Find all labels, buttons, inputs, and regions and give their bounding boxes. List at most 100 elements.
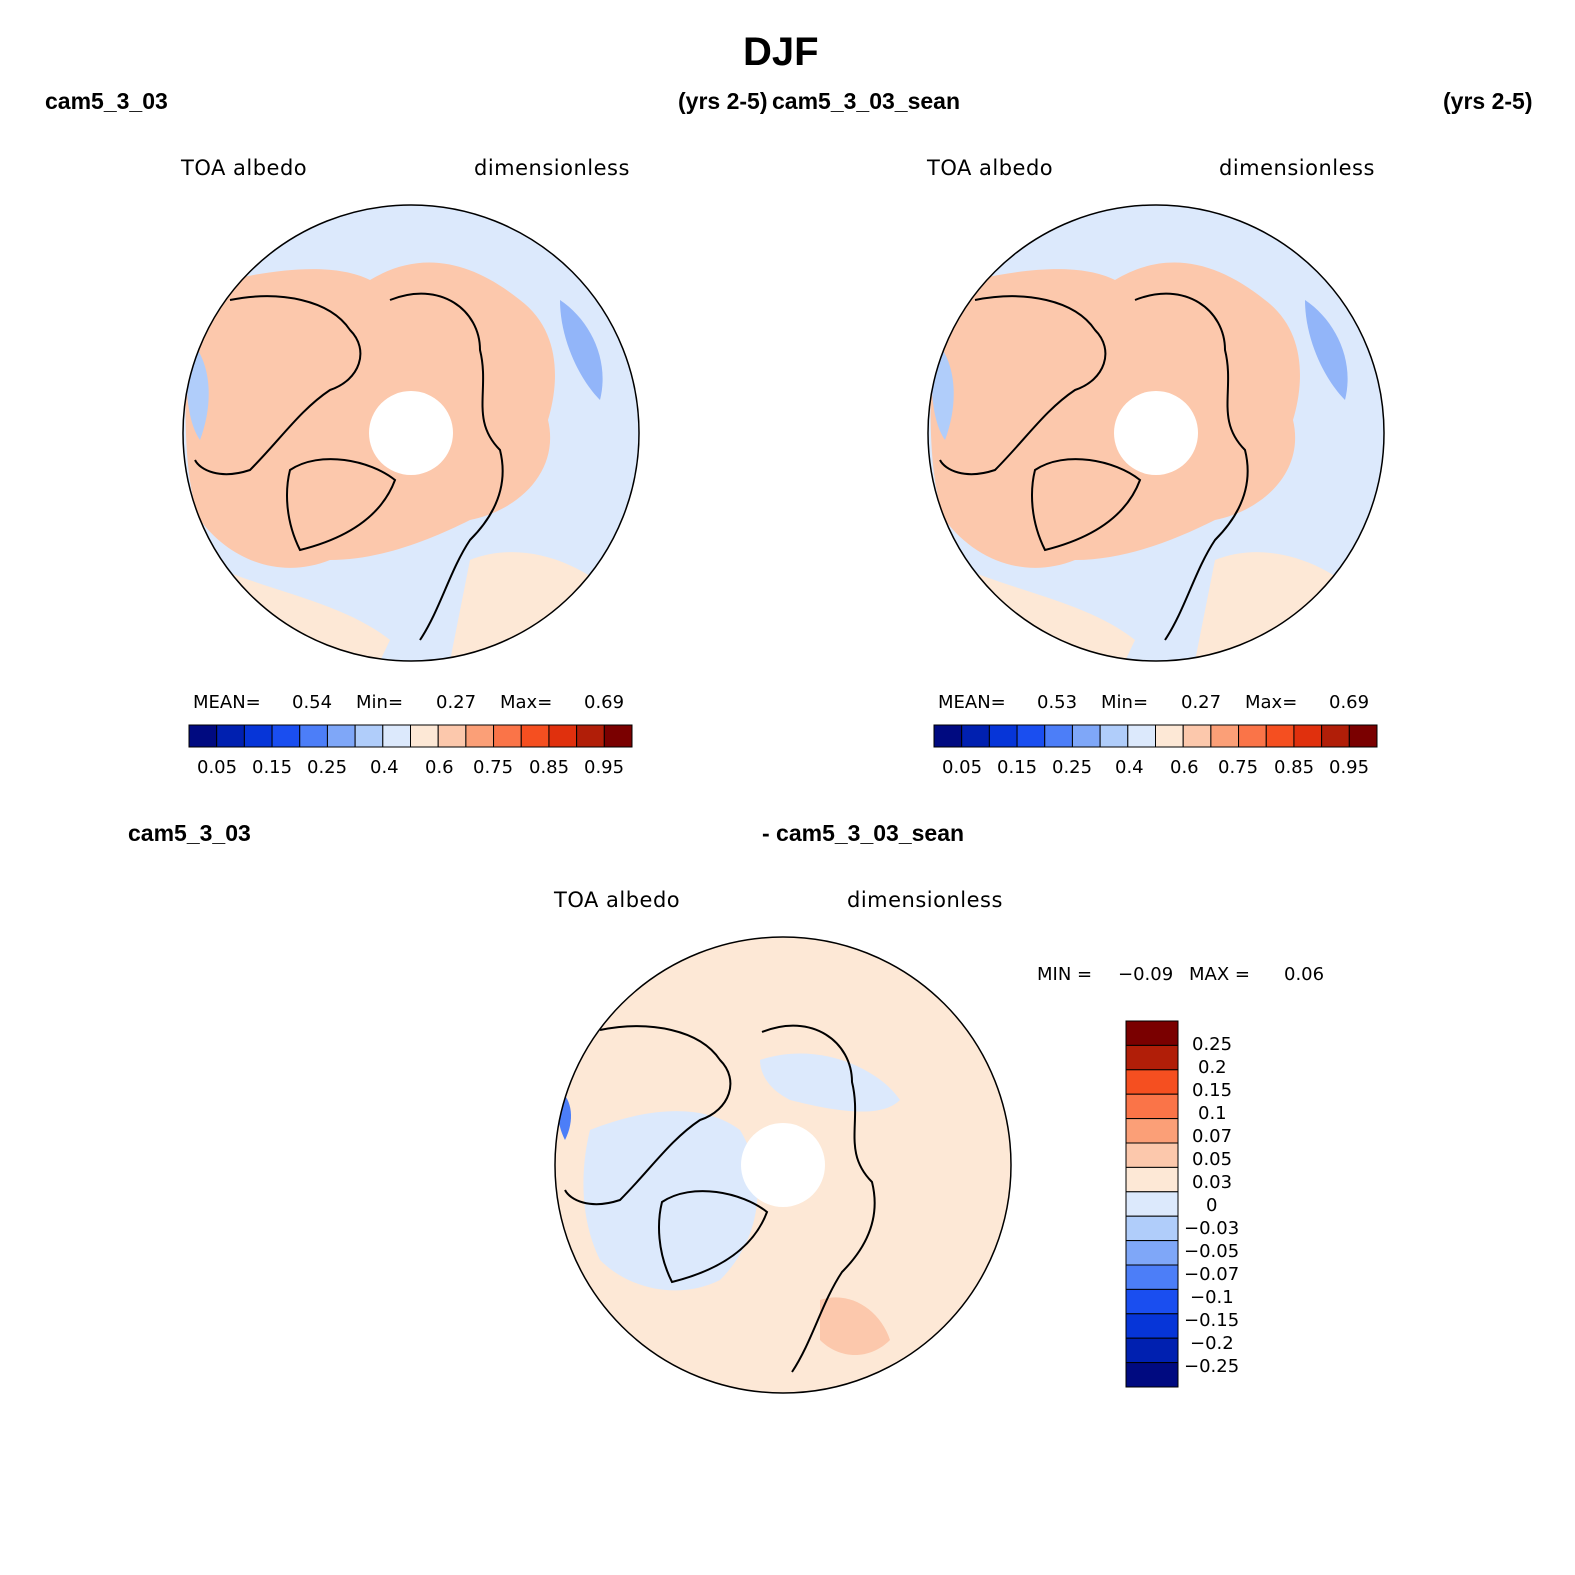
diff-map bbox=[555, 937, 1011, 1393]
colorbar-swatch bbox=[1125, 1337, 1179, 1364]
panel1-case-name: cam5_3_03 bbox=[45, 88, 168, 114]
colorbar-swatch bbox=[1125, 1093, 1179, 1120]
colorbar-swatch bbox=[1125, 1069, 1179, 1095]
panel2-variable-label: TOA albedo bbox=[927, 156, 1054, 180]
panel1-mean-label: MEAN= bbox=[193, 692, 261, 713]
panel2-colorbar-tick: 0.05 bbox=[942, 757, 983, 778]
panel2-colorbar-tick: 0.15 bbox=[997, 757, 1038, 778]
diff-positive-region bbox=[820, 1297, 890, 1355]
panel2-colorbar-tick: 0.75 bbox=[1218, 757, 1259, 778]
diff-colorbar-tick: −0.03 bbox=[1184, 1218, 1240, 1239]
panel2-min-value: 0.27 bbox=[1181, 692, 1222, 713]
diff-colorbar-tick: 0.05 bbox=[1192, 1149, 1233, 1170]
diff-colorbar-tick: 0.2 bbox=[1198, 1057, 1227, 1078]
colorbar-swatch bbox=[1182, 724, 1212, 748]
diff-negative-region-2 bbox=[760, 1053, 900, 1112]
panel2-map bbox=[928, 205, 1384, 661]
panel2-years: (yrs 2-5) bbox=[1443, 88, 1533, 114]
colorbar-swatch bbox=[1348, 724, 1378, 748]
diff-colorbar-tick: 0.03 bbox=[1192, 1172, 1233, 1193]
panel1-colorbar-tick: 0.85 bbox=[529, 757, 570, 778]
colorbar-swatch bbox=[326, 724, 356, 748]
panel1-max-label: Max= bbox=[500, 692, 553, 713]
panel2-high-albedo-region bbox=[930, 262, 1300, 568]
panel1-colorbar-tick: 0.05 bbox=[197, 757, 238, 778]
panel1-min-label: Min= bbox=[356, 692, 404, 713]
colorbar-swatch bbox=[1125, 1362, 1179, 1388]
colorbar-swatch bbox=[1265, 724, 1295, 748]
panel2-max-value: 0.69 bbox=[1329, 692, 1370, 713]
panel1-units-label: dimensionless bbox=[474, 156, 630, 180]
panel1-colorbar-tick: 0.95 bbox=[584, 757, 625, 778]
colorbar-swatch bbox=[188, 724, 218, 748]
diff-case-b: - cam5_3_03_sean bbox=[762, 820, 965, 846]
colorbar-swatch bbox=[1125, 1118, 1179, 1144]
panel2-units-label: dimensionless bbox=[1219, 156, 1375, 180]
colorbar-swatch bbox=[1125, 1240, 1179, 1266]
panel1-polar-hole bbox=[369, 391, 453, 475]
colorbar-swatch bbox=[354, 724, 384, 748]
colorbar-swatch bbox=[410, 724, 439, 748]
diff-max-value: 0.06 bbox=[1284, 964, 1325, 985]
colorbar-swatch bbox=[1321, 724, 1350, 748]
panel1-pacific-low bbox=[560, 300, 603, 400]
colorbar-swatch bbox=[1125, 1142, 1179, 1168]
panel1-min-value: 0.27 bbox=[436, 692, 477, 713]
colorbar-swatch bbox=[1099, 724, 1129, 748]
colorbar-swatch bbox=[1155, 724, 1184, 748]
colorbar-swatch bbox=[216, 724, 245, 748]
panel2-colorbar-tick: 0.6 bbox=[1170, 757, 1199, 778]
colorbar-swatch bbox=[1125, 1191, 1179, 1217]
colorbar-swatch bbox=[1125, 1215, 1179, 1242]
diff-variable-label: TOA albedo bbox=[554, 888, 681, 912]
panel1-europe-region bbox=[450, 552, 639, 661]
colorbar-swatch bbox=[576, 724, 605, 748]
panel1-eurasia-coast bbox=[389, 292, 504, 641]
diff-colorbar-tick: 0 bbox=[1206, 1195, 1218, 1216]
diff-min-value: −0.09 bbox=[1118, 964, 1174, 985]
colorbar-swatch bbox=[1125, 1313, 1179, 1339]
colorbar-swatch bbox=[1293, 724, 1323, 748]
panel2-colorbar-tick: 0.4 bbox=[1115, 757, 1144, 778]
colorbar-swatch bbox=[1125, 1288, 1179, 1315]
diff-negative-region-1 bbox=[583, 1111, 758, 1291]
panel1-map bbox=[183, 205, 639, 661]
panel1-years: (yrs 2-5) bbox=[678, 88, 768, 114]
colorbar-swatch bbox=[933, 724, 963, 748]
colorbar-swatch bbox=[603, 724, 633, 748]
diff-colorbar-tick: −0.1 bbox=[1190, 1287, 1234, 1308]
diff-colorbar-tick: 0.25 bbox=[1192, 1034, 1233, 1055]
colorbar-swatch bbox=[1210, 724, 1240, 748]
colorbar-swatch bbox=[1125, 1044, 1179, 1071]
colorbar-swatch bbox=[1127, 724, 1156, 748]
panel2-colorbar-tick: 0.85 bbox=[1274, 757, 1315, 778]
diff-map-border bbox=[554, 936, 1012, 1394]
panel1-colorbar-tick: 0.75 bbox=[473, 757, 514, 778]
colorbar-swatch bbox=[988, 724, 1018, 748]
panel1-coastline bbox=[194, 295, 362, 476]
diff-case-a: cam5_3_03 bbox=[128, 820, 251, 846]
colorbar-swatch bbox=[243, 724, 273, 748]
diff-colorbar-tick: 0.07 bbox=[1192, 1126, 1233, 1147]
colorbar-swatch bbox=[1016, 724, 1046, 748]
panel2-polar-hole bbox=[1114, 391, 1198, 475]
panel1-colorbar-tick: 0.4 bbox=[370, 757, 399, 778]
panel2-europe-region bbox=[1195, 552, 1384, 661]
diff-units-label: dimensionless bbox=[847, 888, 1003, 912]
panel2-mean-label: MEAN= bbox=[938, 692, 1006, 713]
diff-polar-hole bbox=[741, 1123, 825, 1207]
colorbar-swatch bbox=[437, 724, 467, 748]
panel1-colorbar-tick: 0.25 bbox=[307, 757, 348, 778]
panel2-colorbar-tick: 0.95 bbox=[1329, 757, 1370, 778]
panel1-colorbar-tick: 0.6 bbox=[425, 757, 454, 778]
panel1-map-border bbox=[182, 204, 640, 662]
diff-colorbar-tick: −0.05 bbox=[1184, 1241, 1240, 1262]
panel2-mean-value: 0.53 bbox=[1037, 692, 1078, 713]
panel2-colorbar-tick: 0.25 bbox=[1052, 757, 1093, 778]
diff-coastline bbox=[564, 1025, 732, 1206]
diff-eurasia-coast bbox=[761, 1024, 876, 1373]
colorbar-swatch bbox=[520, 724, 550, 748]
panel1-high-albedo-region bbox=[185, 262, 555, 568]
colorbar-swatch bbox=[548, 724, 578, 748]
